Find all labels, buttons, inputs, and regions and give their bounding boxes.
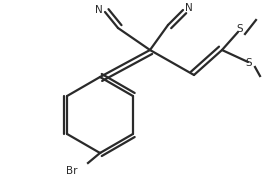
Text: Br: Br [66,166,78,176]
Text: N: N [95,5,103,15]
Text: N: N [185,3,193,13]
Text: S: S [246,58,252,68]
Text: S: S [237,24,243,34]
